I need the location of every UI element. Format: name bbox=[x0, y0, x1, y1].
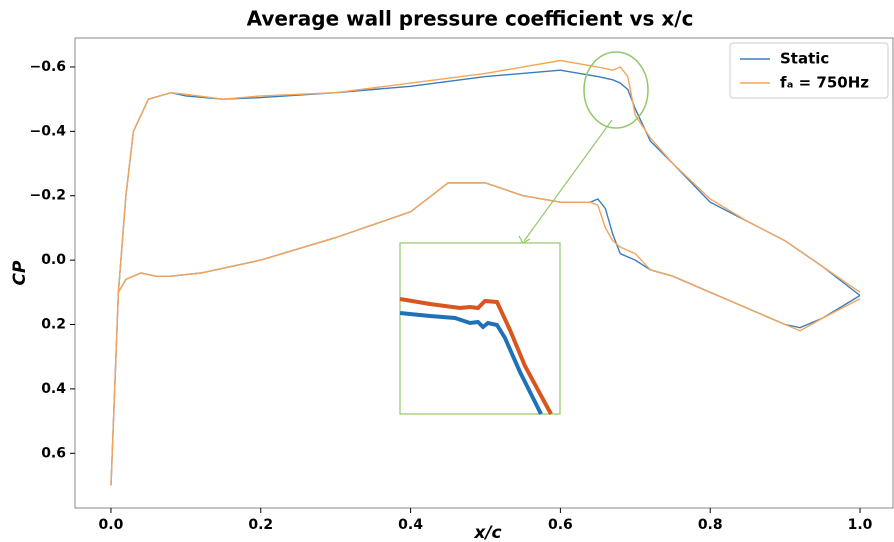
x-tick-label: 0.8 bbox=[698, 517, 723, 533]
inset-curve bbox=[399, 297, 553, 415]
x-tick-label: 0.4 bbox=[398, 517, 423, 533]
y-tick-label: −0.2 bbox=[29, 188, 66, 204]
legend: Static fₐ = 750Hz bbox=[729, 42, 889, 99]
y-tick-label: 0.6 bbox=[41, 445, 66, 461]
y-tick-label: 0.4 bbox=[41, 381, 66, 397]
chart-title: Average wall pressure coefficient vs x/c bbox=[247, 7, 694, 31]
y-tick-label: 0.0 bbox=[41, 252, 66, 268]
zoom-ellipse bbox=[583, 51, 649, 129]
x-tick-label: 1.0 bbox=[848, 517, 873, 533]
y-tick-label: 0.2 bbox=[41, 317, 66, 333]
legend-label: Static bbox=[780, 50, 829, 68]
x-tick-label: 0.2 bbox=[248, 517, 273, 533]
plot-frame bbox=[74, 37, 894, 509]
x-axis-label: x/c bbox=[473, 523, 501, 542]
y-tick-label: −0.6 bbox=[29, 59, 66, 75]
inset-curve bbox=[399, 311, 543, 415]
zoom-arrow bbox=[523, 119, 613, 242]
legend-label: fₐ = 750Hz bbox=[780, 74, 869, 92]
y-axis-label: CP bbox=[10, 260, 30, 285]
series-group bbox=[110, 59, 861, 486]
legend-box bbox=[729, 42, 889, 99]
x-tick-label: 0.0 bbox=[99, 517, 124, 533]
series-line bbox=[110, 59, 861, 486]
x-tick-label: 0.6 bbox=[548, 517, 573, 533]
y-tick-label: −0.4 bbox=[29, 123, 66, 139]
